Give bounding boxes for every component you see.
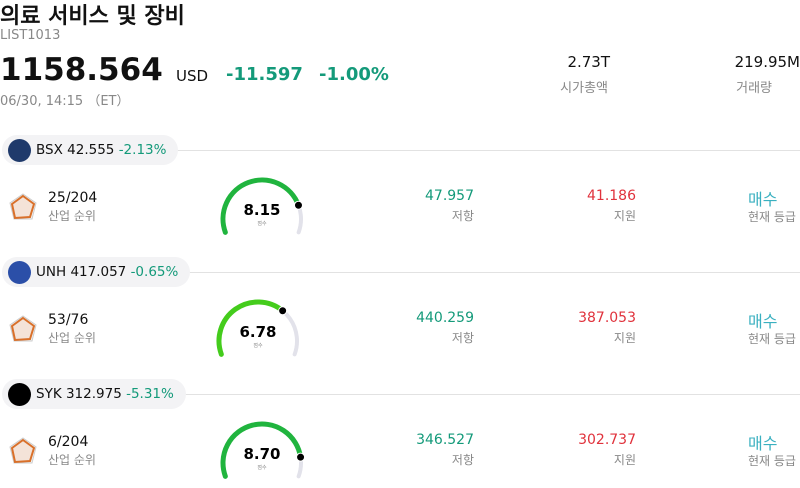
- rating: 매수: [748, 434, 778, 453]
- stat-value: 219.95M: [734, 53, 800, 71]
- ticker: SYK: [36, 386, 62, 402]
- ticker-pill[interactable]: UNH 417.057 -0.65%: [2, 257, 191, 287]
- stock-change: -2.13%: [118, 142, 167, 158]
- separator: [170, 394, 800, 395]
- rank-label: 산업 순위: [48, 331, 96, 345]
- support: 302.737: [578, 432, 636, 448]
- ticker: UNH: [36, 264, 67, 280]
- timestamp: 06/30, 14:15 （ET）: [0, 94, 130, 109]
- resistance-label: 저항: [451, 209, 474, 223]
- radar-shape: [10, 194, 36, 220]
- support: 41.186: [587, 188, 636, 204]
- rating: 매수: [748, 312, 778, 331]
- support-label: 지원: [613, 331, 636, 345]
- resistance-label: 저항: [451, 453, 474, 467]
- stock-price: 312.975: [65, 386, 122, 402]
- score-label: 점수: [257, 220, 267, 227]
- score: 8.70: [243, 445, 280, 463]
- logo: [8, 261, 31, 284]
- stat-label: 거래량: [736, 81, 772, 96]
- rating: 매수: [748, 190, 778, 209]
- rank-icon: [9, 437, 37, 464]
- support-label: 지원: [613, 453, 636, 467]
- ticker-pill[interactable]: SYK 312.975 -5.31%: [2, 379, 186, 409]
- stock-price: 417.057: [70, 264, 127, 280]
- change: -11.597: [226, 64, 303, 85]
- gauge-dot: [296, 452, 306, 462]
- stat-value: 2.73T: [567, 53, 610, 71]
- rank-label: 산업 순위: [48, 453, 96, 467]
- stat-label: 시가총액: [560, 81, 608, 96]
- support: 387.053: [578, 310, 636, 326]
- gauge-fill: [220, 177, 301, 235]
- rating-label: 현재 등급: [748, 454, 796, 468]
- rating-label: 현재 등급: [748, 332, 796, 346]
- rank: 6/204: [48, 434, 89, 450]
- gauge-fill: [216, 299, 286, 357]
- resistance: 346.527: [416, 432, 474, 448]
- rating-label: 현재 등급: [748, 210, 796, 224]
- logo: [8, 139, 31, 162]
- gauge-fill: [220, 421, 304, 479]
- separator: [170, 272, 800, 273]
- rank-label: 산업 순위: [48, 209, 96, 223]
- code: LIST1013: [0, 28, 61, 43]
- currency: USD: [176, 67, 209, 85]
- resistance: 440.259: [416, 310, 474, 326]
- rank-icon: [9, 315, 37, 342]
- stock-price: 42.555: [67, 142, 115, 158]
- stock-change: -0.65%: [130, 264, 179, 280]
- support-label: 지원: [613, 209, 636, 223]
- separator: [170, 150, 800, 151]
- rank-icon: [9, 193, 37, 220]
- price: 1158.564: [0, 52, 163, 88]
- radar-shape: [10, 316, 36, 342]
- gauge-dot: [293, 200, 303, 210]
- title: 의료 서비스 및 장비: [0, 4, 185, 29]
- rank: 53/76: [48, 312, 89, 328]
- ticker-pill[interactable]: BSX 42.555 -2.13%: [2, 135, 179, 165]
- score: 8.15: [243, 201, 280, 219]
- gauge-dot: [278, 306, 288, 316]
- score-label: 점수: [257, 464, 267, 471]
- score: 6.78: [239, 323, 276, 341]
- radar-shape: [10, 438, 36, 464]
- score-label: 점수: [253, 342, 263, 349]
- logo: [8, 383, 31, 406]
- rank: 25/204: [48, 190, 98, 206]
- stock-change: -5.31%: [126, 386, 174, 402]
- change-pct: -1.00%: [319, 64, 389, 85]
- resistance-label: 저항: [451, 331, 474, 345]
- ticker: BSX: [36, 142, 63, 158]
- resistance: 47.957: [425, 188, 474, 204]
